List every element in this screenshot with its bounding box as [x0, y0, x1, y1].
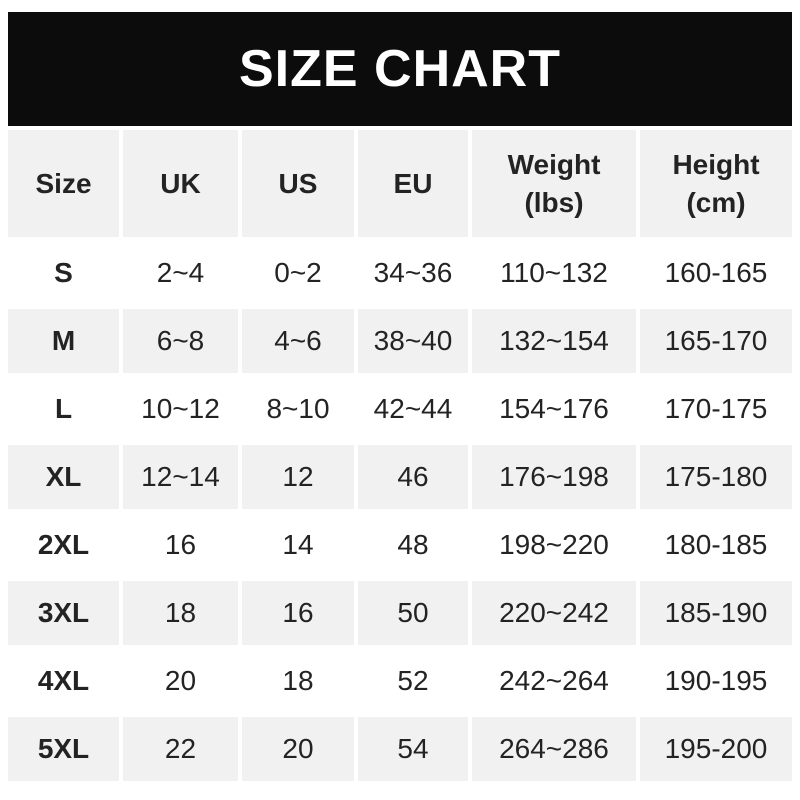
cell-weight: 198~220	[472, 513, 636, 577]
table-row: 4XL 20 18 52 242~264 190-195	[8, 649, 792, 713]
column-header-sub: (cm)	[686, 186, 746, 218]
cell-weight: 110~132	[472, 241, 636, 305]
cell-size: 5XL	[8, 717, 119, 781]
size-chart-table: Size UK US EU Weight (lbs) Height (cm) S 2…	[4, 126, 796, 785]
table-row: S 2~4 0~2 34~36 110~132 160-165	[8, 241, 792, 305]
cell-weight: 154~176	[472, 377, 636, 441]
table-row: 5XL 22 20 54 264~286 195-200	[8, 717, 792, 781]
cell-uk: 10~12	[123, 377, 238, 441]
column-header-sub: (lbs)	[524, 186, 584, 218]
cell-eu: 48	[358, 513, 468, 577]
cell-uk: 20	[123, 649, 238, 713]
cell-weight: 220~242	[472, 581, 636, 645]
cell-height: 195-200	[640, 717, 792, 781]
column-header-height: Height (cm)	[640, 130, 792, 237]
cell-us: 0~2	[242, 241, 354, 305]
cell-eu: 54	[358, 717, 468, 781]
cell-size: 4XL	[8, 649, 119, 713]
cell-uk: 2~4	[123, 241, 238, 305]
cell-eu: 52	[358, 649, 468, 713]
table-row: XL 12~14 12 46 176~198 175-180	[8, 445, 792, 509]
cell-us: 8~10	[242, 377, 354, 441]
size-chart-title: SIZE CHART	[239, 40, 561, 98]
cell-weight: 264~286	[472, 717, 636, 781]
header-row: Size UK US EU Weight (lbs) Height (cm)	[8, 130, 792, 237]
column-header-label: UK	[160, 167, 201, 199]
column-header-uk: UK	[123, 130, 238, 237]
cell-us: 14	[242, 513, 354, 577]
table-row: 3XL 18 16 50 220~242 185-190	[8, 581, 792, 645]
cell-height: 190-195	[640, 649, 792, 713]
column-header-label: Size	[35, 167, 92, 199]
cell-uk: 16	[123, 513, 238, 577]
table-row: 2XL 16 14 48 198~220 180-185	[8, 513, 792, 577]
column-header-size: Size	[8, 130, 119, 237]
cell-eu: 46	[358, 445, 468, 509]
cell-uk: 18	[123, 581, 238, 645]
column-header-eu: EU	[358, 130, 468, 237]
cell-weight: 132~154	[472, 309, 636, 373]
cell-weight: 242~264	[472, 649, 636, 713]
column-header-weight: Weight (lbs)	[472, 130, 636, 237]
cell-eu: 38~40	[358, 309, 468, 373]
cell-size: XL	[8, 445, 119, 509]
cell-height: 170-175	[640, 377, 792, 441]
cell-size: L	[8, 377, 119, 441]
cell-uk: 22	[123, 717, 238, 781]
size-chart-banner: SIZE CHART	[8, 12, 792, 126]
cell-height: 175-180	[640, 445, 792, 509]
cell-uk: 6~8	[123, 309, 238, 373]
cell-eu: 50	[358, 581, 468, 645]
table-row: M 6~8 4~6 38~40 132~154 165-170	[8, 309, 792, 373]
cell-size: S	[8, 241, 119, 305]
cell-eu: 34~36	[358, 241, 468, 305]
cell-size: M	[8, 309, 119, 373]
column-header-us: US	[242, 130, 354, 237]
cell-size: 3XL	[8, 581, 119, 645]
cell-weight: 176~198	[472, 445, 636, 509]
cell-us: 20	[242, 717, 354, 781]
cell-us: 18	[242, 649, 354, 713]
cell-height: 160-165	[640, 241, 792, 305]
cell-height: 185-190	[640, 581, 792, 645]
cell-us: 16	[242, 581, 354, 645]
cell-size: 2XL	[8, 513, 119, 577]
cell-us: 12	[242, 445, 354, 509]
cell-height: 180-185	[640, 513, 792, 577]
table-row: L 10~12 8~10 42~44 154~176 170-175	[8, 377, 792, 441]
column-header-label: EU	[393, 167, 433, 199]
cell-us: 4~6	[242, 309, 354, 373]
cell-eu: 42~44	[358, 377, 468, 441]
column-header-label: Weight	[507, 148, 601, 180]
cell-uk: 12~14	[123, 445, 238, 509]
column-header-label: Height	[672, 148, 760, 180]
cell-height: 165-170	[640, 309, 792, 373]
column-header-label: US	[278, 167, 318, 199]
